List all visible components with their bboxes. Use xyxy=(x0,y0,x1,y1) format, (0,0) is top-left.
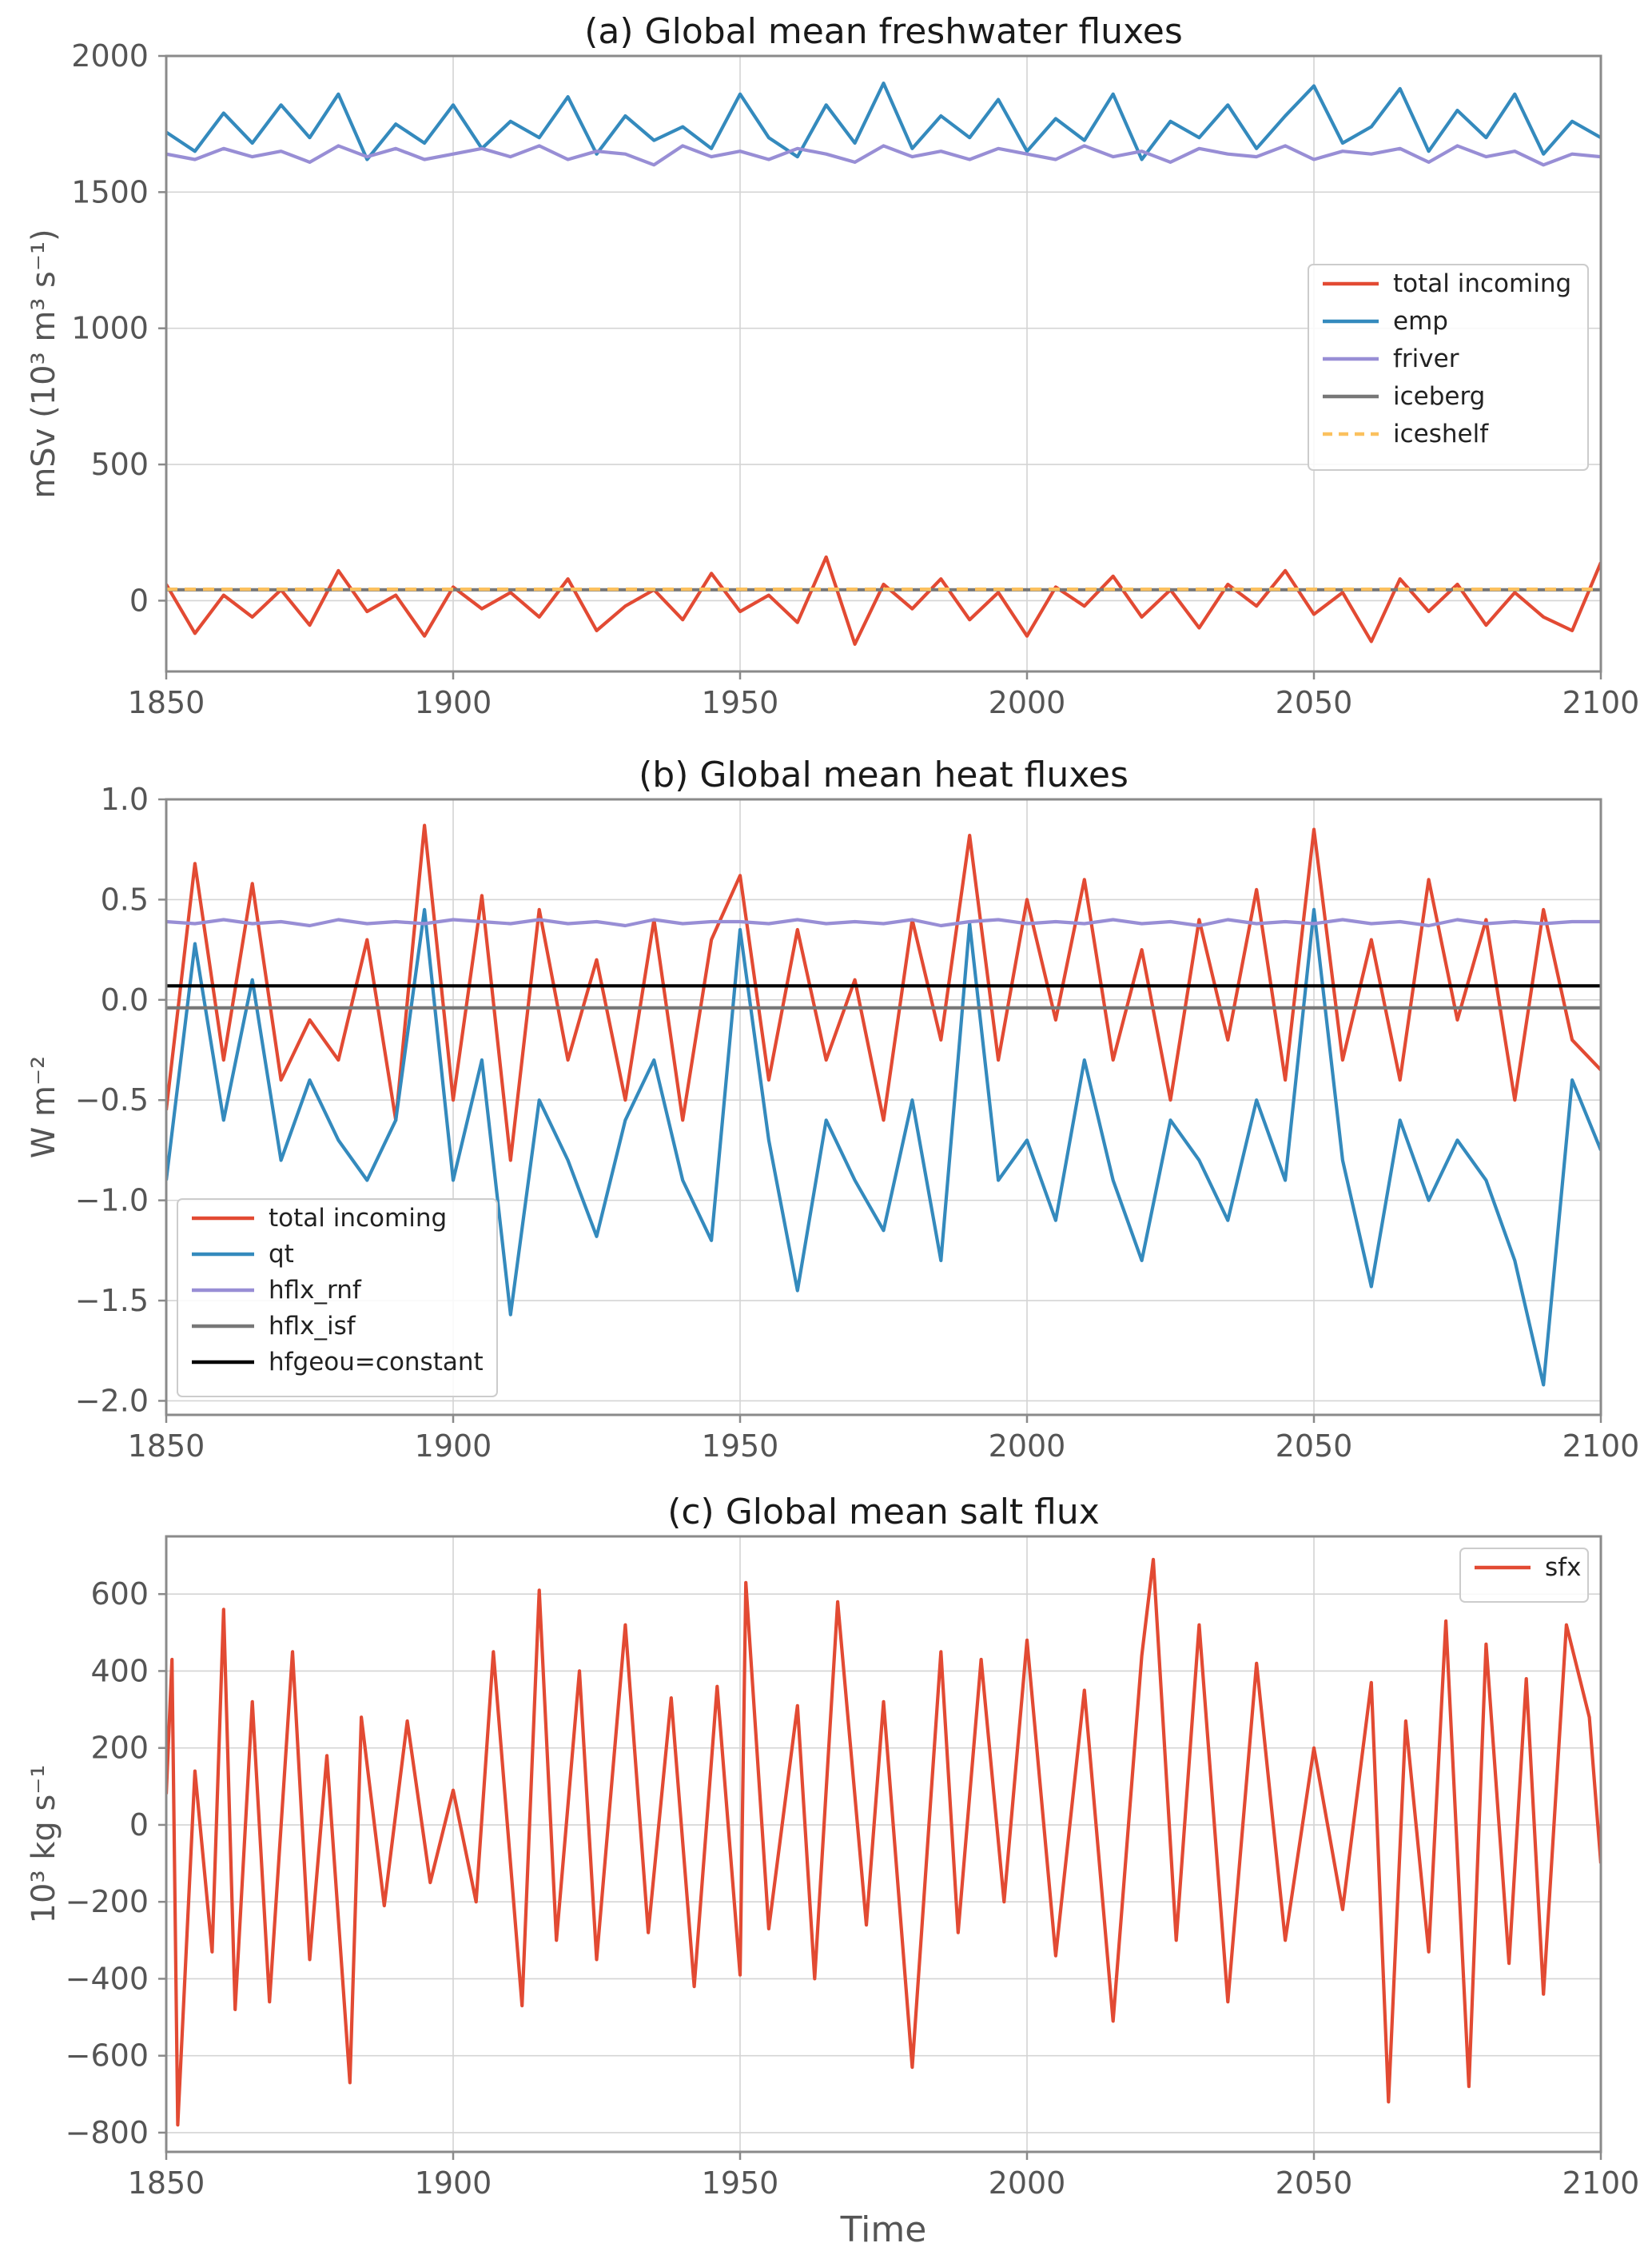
x-tick-label: 2100 xyxy=(1562,2165,1640,2201)
series-line-sfx xyxy=(166,1557,1601,2127)
y-tick-label: 0 xyxy=(129,583,149,618)
y-axis-label: mSv (10³ m³ s⁻¹) xyxy=(26,229,62,498)
x-tick-label: 2050 xyxy=(1276,1428,1353,1464)
series-line-total-incoming xyxy=(166,823,1601,1162)
y-tick-label: −1.0 xyxy=(75,1183,149,1218)
series-line-qt xyxy=(166,907,1601,1387)
plot-frame xyxy=(165,798,1602,1416)
legend-label: sfx xyxy=(1545,1553,1581,1582)
legend-label: qt xyxy=(269,1240,294,1269)
x-tick-label: 2000 xyxy=(989,685,1066,720)
x-tick-label: 2100 xyxy=(1562,1428,1640,1464)
legend-box xyxy=(1308,264,1589,471)
legend-label: hfgeou=constant xyxy=(269,1348,484,1376)
x-tick-label: 1900 xyxy=(415,2165,492,2201)
y-tick-label: 1.0 xyxy=(101,782,149,817)
x-tick-label: 2000 xyxy=(989,1428,1066,1464)
legend-label: iceshelf xyxy=(1393,420,1489,448)
x-tick-label: 2050 xyxy=(1276,685,1353,720)
legend-label: hflx_isf xyxy=(269,1312,356,1341)
chart-title: (a) Global mean freshwater fluxes xyxy=(584,11,1183,52)
y-tick-label: 2000 xyxy=(71,38,149,74)
x-tick-label: 1850 xyxy=(128,1428,205,1464)
series-line-emp xyxy=(166,81,1601,161)
x-tick-label: 1850 xyxy=(128,685,205,720)
y-tick-label: 500 xyxy=(90,447,149,482)
legend-label: iceberg xyxy=(1393,382,1485,411)
y-axis-label: 10³ kg s⁻¹ xyxy=(26,1765,62,1924)
panel-1: 1850 1900 1950 2000 2050 2100 0 500 1000 1500 2000… xyxy=(26,11,1639,720)
y-tick-label: 0 xyxy=(129,1807,149,1843)
chart-title: (b) Global mean heat fluxes xyxy=(639,755,1129,795)
legend-label: total incoming xyxy=(1393,269,1571,298)
x-tick-label: 1950 xyxy=(702,1428,779,1464)
legend-label: hflx_rnf xyxy=(269,1276,362,1305)
legend-label: friver xyxy=(1393,345,1459,373)
y-tick-label: −600 xyxy=(66,2038,149,2074)
y-tick-label: 0.0 xyxy=(101,982,149,1018)
x-tick-label: 1950 xyxy=(702,685,779,720)
y-tick-label: −200 xyxy=(66,1884,149,1919)
x-tick-label: 1850 xyxy=(128,2165,205,2201)
legend: total incoming emp friver iceberg iceshelf xyxy=(1308,264,1589,471)
x-tick-label: 2050 xyxy=(1276,2165,1353,2201)
plot-frame xyxy=(165,54,1602,673)
x-tick-label: 1900 xyxy=(415,685,492,720)
y-tick-label: −2.0 xyxy=(75,1383,149,1418)
y-tick-label: 600 xyxy=(90,1576,149,1612)
y-tick-label: −1.5 xyxy=(75,1283,149,1318)
x-tick-label: 1900 xyxy=(415,1428,492,1464)
y-tick-label: 400 xyxy=(90,1653,149,1688)
legend-label: total incoming xyxy=(269,1204,447,1233)
x-axis-label: Time xyxy=(840,2209,927,2250)
y-tick-label: 1500 xyxy=(71,174,149,209)
series-line-friver xyxy=(166,144,1601,167)
y-tick-label: −0.5 xyxy=(75,1082,149,1118)
x-tick-label: 2100 xyxy=(1562,685,1640,720)
panel-2: 1850 1900 1950 2000 2050 2100 1.0 0.5 0.0 −0.5 −1.… xyxy=(26,755,1639,1464)
legend-label: emp xyxy=(1393,307,1448,336)
y-tick-label: −800 xyxy=(66,2115,149,2150)
y-tick-label: 200 xyxy=(90,1731,149,1766)
legend-box xyxy=(177,1198,498,1397)
plot-frame xyxy=(165,1535,1602,2153)
series-line-hflx-rnf xyxy=(166,918,1601,928)
x-tick-label: 2000 xyxy=(989,2165,1066,2201)
y-tick-label: 0.5 xyxy=(101,882,149,917)
legend-box xyxy=(1459,1548,1589,1603)
panel-3: 1850 1900 1950 2000 2050 21006004002000−200−4… xyxy=(26,1492,1639,2250)
y-tick-label: −400 xyxy=(66,1961,149,1996)
chart-title: (c) Global mean salt flux xyxy=(667,1492,1100,1532)
series-line-total-incoming xyxy=(166,555,1601,647)
x-tick-label: 1950 xyxy=(702,2165,779,2201)
legend: sfx xyxy=(1459,1548,1589,1603)
y-tick-label: 1000 xyxy=(71,311,149,346)
legend: total incoming qt hflx_rnf hflx_isf hfgeou=c… xyxy=(177,1198,498,1397)
y-axis-label: W m⁻² xyxy=(26,1056,62,1158)
